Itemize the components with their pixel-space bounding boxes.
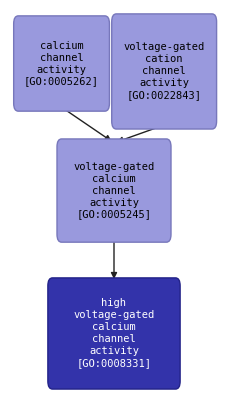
Text: voltage-gated
cation
channel
activity
[GO:0022843]: voltage-gated cation channel activity [G… [123, 42, 204, 100]
FancyBboxPatch shape [48, 278, 179, 389]
FancyBboxPatch shape [14, 16, 109, 111]
Text: high
voltage-gated
calcium
channel
activity
[GO:0008331]: high voltage-gated calcium channel activ… [73, 299, 154, 368]
Text: calcium
channel
activity
[GO:0005262]: calcium channel activity [GO:0005262] [24, 40, 99, 87]
FancyBboxPatch shape [57, 139, 170, 242]
FancyBboxPatch shape [111, 14, 216, 129]
Text: voltage-gated
calcium
channel
activity
[GO:0005245]: voltage-gated calcium channel activity [… [73, 162, 154, 220]
